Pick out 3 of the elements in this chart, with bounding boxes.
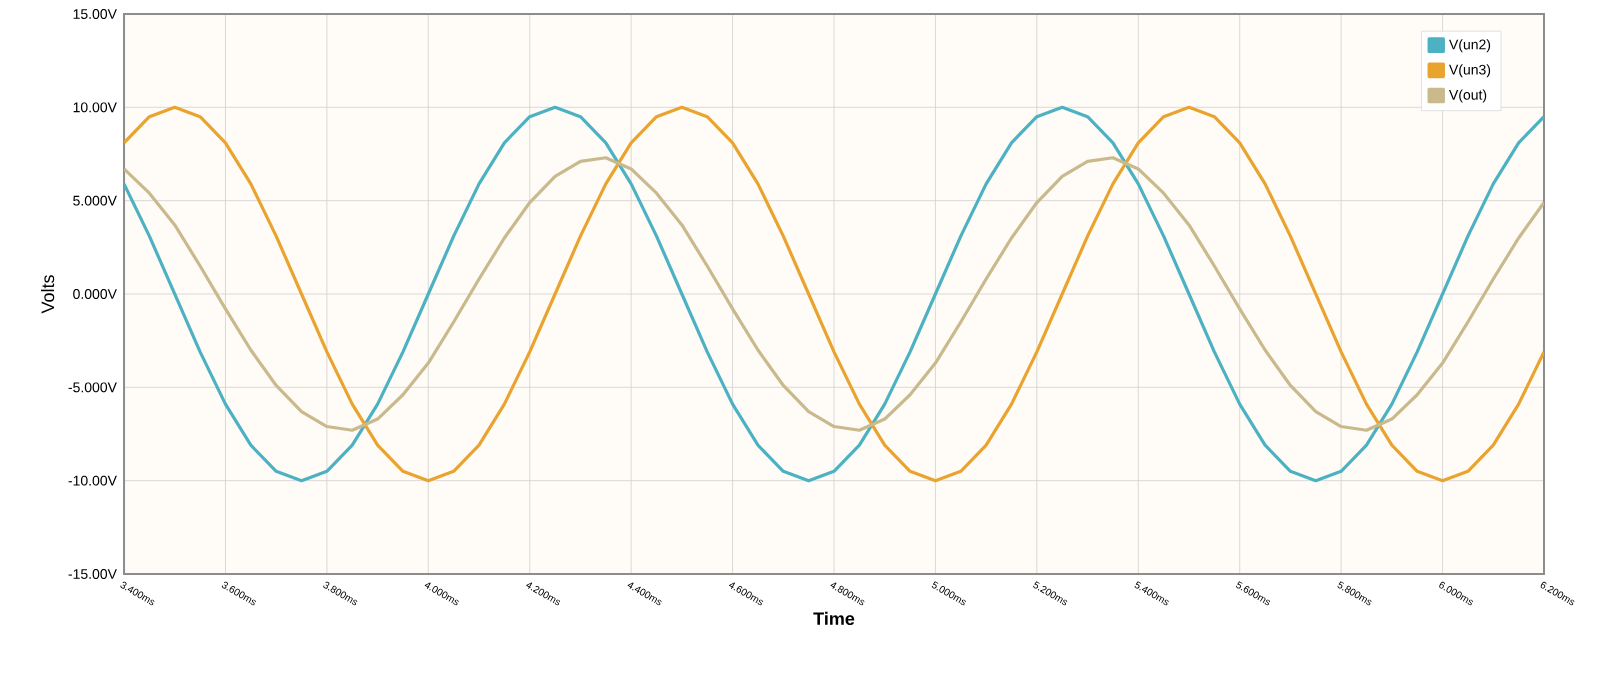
- y-axis-title: Volts: [40, 275, 55, 314]
- x-axis-title: Time: [813, 611, 855, 626]
- line-series: [124, 156, 1544, 432]
